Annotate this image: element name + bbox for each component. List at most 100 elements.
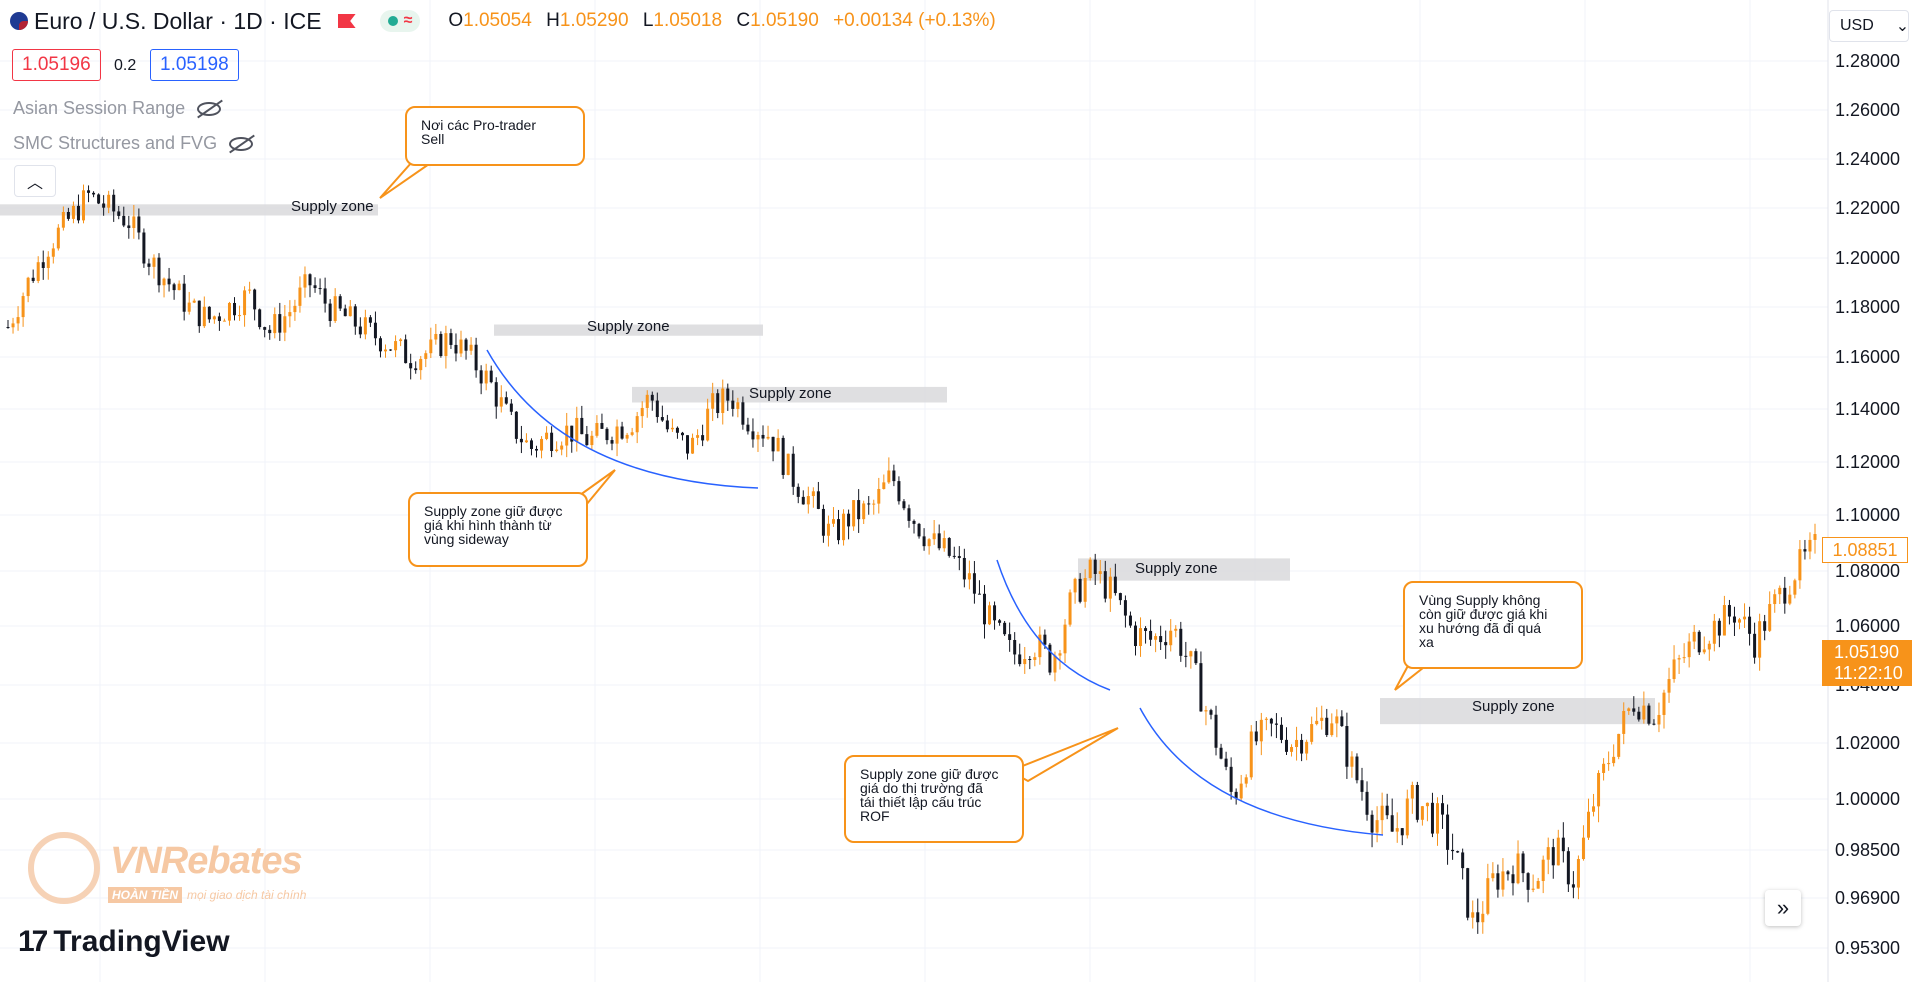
candle-body	[1717, 620, 1721, 636]
candle-body	[132, 216, 136, 229]
curve-rof-right	[1139, 707, 1384, 836]
candle-body	[519, 438, 523, 443]
candle-body	[1546, 847, 1550, 860]
sell-price-button[interactable]: 1.05196	[12, 49, 101, 81]
candle-body	[1516, 853, 1520, 884]
candle-body	[419, 358, 423, 371]
candle-body	[137, 216, 141, 233]
supply-zones	[0, 204, 1655, 725]
candle-body	[31, 277, 35, 281]
candle-body	[1768, 604, 1772, 631]
candle-body	[1400, 828, 1404, 836]
candle-body	[187, 302, 191, 312]
candle-body	[66, 211, 70, 219]
candle-body	[1576, 859, 1580, 888]
candle-body	[570, 425, 574, 442]
candle-body	[1581, 837, 1585, 860]
candle-body	[1435, 803, 1439, 834]
candle-body	[917, 523, 921, 537]
candle-body	[1093, 559, 1097, 574]
candle-body	[1627, 708, 1631, 711]
candle-body	[1365, 791, 1369, 815]
candle-body	[1430, 802, 1434, 834]
candle-body	[655, 400, 659, 418]
callout-sideway-zone[interactable]: Supply zone giữ được giá khi hình thành …	[408, 492, 588, 567]
tradingview-wordmark: TradingView	[53, 925, 230, 958]
candle-body	[162, 278, 166, 286]
candle-body	[1028, 659, 1032, 661]
candle-body	[1058, 653, 1062, 656]
candle-body	[248, 289, 252, 291]
candle-body	[967, 573, 971, 580]
candle-body	[1612, 756, 1616, 764]
candle-body	[1672, 659, 1676, 680]
ohlc-close: 1.05190	[750, 10, 819, 31]
price-tick-label: 1.28000	[1835, 51, 1901, 71]
tradingview-logo[interactable]: 17 TradingView	[18, 925, 230, 959]
hidden-eye-icon[interactable]	[197, 101, 222, 116]
currency-flag-icon	[10, 12, 28, 30]
candle-body	[1345, 726, 1349, 767]
pointer-rof	[1007, 727, 1119, 783]
candle-body	[1692, 631, 1696, 642]
candle-body	[776, 437, 780, 452]
candle-body	[1073, 578, 1077, 593]
candle-body	[1441, 803, 1445, 815]
candle-body	[172, 284, 176, 291]
candle-body	[16, 317, 20, 324]
candle-body	[837, 519, 841, 541]
candle-body	[1793, 580, 1797, 595]
candle-body	[892, 470, 896, 482]
candle-body	[1335, 716, 1339, 724]
candle-body	[550, 432, 554, 451]
candle-body	[152, 257, 156, 267]
collapse-indicators-button[interactable]: ︿	[14, 165, 56, 197]
candle-body	[373, 322, 377, 339]
candle-body	[801, 496, 805, 505]
candle-body	[1486, 878, 1490, 914]
candle-body	[842, 513, 846, 541]
symbol-title[interactable]: Euro / U.S. Dollar · 1D · ICE	[34, 7, 322, 34]
indicator-asian-session[interactable]: Asian Session Range	[13, 98, 222, 119]
candle-body	[499, 397, 503, 407]
candle-body	[1199, 663, 1203, 712]
candle-body	[484, 370, 488, 384]
candle-body	[1053, 655, 1057, 673]
currency-select[interactable]: USD ⌄	[1829, 10, 1909, 42]
market-status-pill[interactable]: ≈	[379, 10, 421, 32]
supply-zone-rect	[1078, 558, 1290, 581]
candle-body	[71, 205, 75, 219]
ohlc-c-key: C	[736, 10, 751, 31]
candle-body	[469, 344, 473, 351]
candle-body	[1737, 619, 1741, 623]
candle-body	[1667, 679, 1671, 693]
candle-body	[791, 453, 795, 487]
callout-pro-trader[interactable]: Nơi các Pro-trader Sell	[405, 106, 585, 166]
callout-failed-zone[interactable]: Vùng Supply không còn giữ được giá khi x…	[1403, 581, 1583, 669]
currency-label: USD	[1840, 17, 1874, 34]
candle-body	[726, 388, 730, 401]
price-tick-label: 1.14000	[1835, 399, 1901, 419]
candle-body	[771, 436, 775, 452]
candle-body	[887, 470, 891, 483]
candle-body	[1244, 777, 1248, 784]
current-price: 1.05190	[1834, 642, 1900, 662]
buy-price-button[interactable]: 1.05198	[150, 49, 239, 81]
candle-body	[1033, 657, 1037, 660]
callout-rof-zone[interactable]: Supply zone giữ được giá do thị trường đ…	[844, 755, 1024, 843]
indicator-smc[interactable]: SMC Structures and FVG	[13, 133, 254, 154]
candle-body	[167, 278, 171, 285]
candle-body	[514, 411, 518, 439]
candle-body	[358, 326, 362, 335]
candle-body	[1491, 873, 1495, 879]
scroll-to-realtime-button[interactable]: »	[1765, 890, 1801, 926]
candle-body	[1023, 659, 1027, 665]
candle-body	[1224, 758, 1228, 767]
hidden-eye-icon[interactable]	[229, 136, 254, 151]
flag-marker-icon[interactable]	[337, 14, 356, 28]
candle-body	[348, 306, 352, 317]
price-tick-label: 1.02000	[1835, 733, 1901, 753]
candle-body	[1496, 873, 1500, 890]
candle-body	[1013, 639, 1017, 655]
